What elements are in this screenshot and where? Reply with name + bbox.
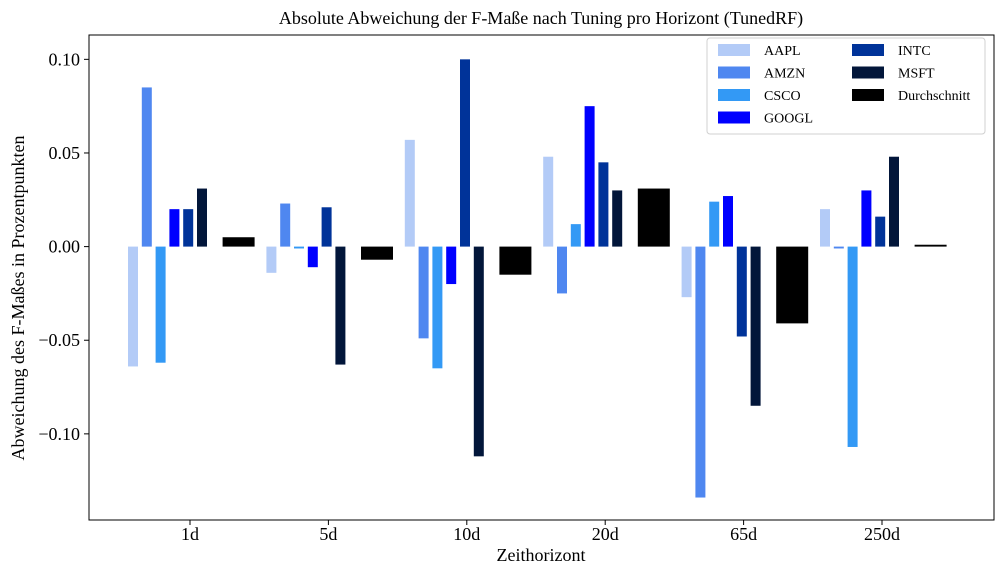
bar-csco-5d bbox=[294, 246, 304, 249]
bar-googl-250d bbox=[861, 190, 872, 247]
bar-intc-65d bbox=[736, 246, 747, 337]
bar-durchschnitt-20d bbox=[637, 188, 670, 247]
bar-amzn-10d bbox=[418, 246, 429, 339]
x-tick-label: 1d bbox=[181, 524, 199, 544]
bar-amzn-250d bbox=[833, 246, 844, 249]
bar-intc-5d bbox=[321, 207, 332, 247]
legend-label-msft: MSFT bbox=[898, 67, 935, 82]
bars-group bbox=[128, 59, 947, 498]
legend-box bbox=[706, 37, 986, 135]
bar-csco-20d bbox=[570, 224, 581, 247]
legend-swatch-msft bbox=[852, 66, 884, 79]
chart-title: Absolute Abweichung der F-Maße nach Tuni… bbox=[279, 8, 803, 29]
legend-label-intc: INTC bbox=[898, 44, 931, 59]
legend-swatch-intc bbox=[852, 44, 884, 56]
bar-durchschnitt-1d bbox=[222, 237, 255, 247]
legend-swatch-aapl bbox=[718, 44, 750, 56]
legend-label-durchschnitt: Durchschnitt bbox=[898, 89, 970, 104]
bar-durchschnitt-250d bbox=[914, 244, 947, 247]
bar-intc-1d bbox=[183, 209, 194, 247]
legend: AAPL AMZN CSCO GOOGL INTC MSFT Durchschnitt bbox=[706, 37, 986, 135]
bar-msft-1d bbox=[197, 188, 207, 247]
y-tick-label: 0.00 bbox=[49, 237, 81, 257]
bar-aapl-10d bbox=[404, 139, 415, 247]
bar-csco-10d bbox=[432, 246, 443, 369]
legend-swatch-durchschnitt bbox=[852, 89, 884, 101]
x-ticks-group: 1d 5d 10d 20d 65d 250d bbox=[181, 520, 900, 544]
bar-intc-250d bbox=[875, 216, 886, 247]
legend-swatch-googl bbox=[718, 111, 750, 124]
plot-frame bbox=[88, 34, 995, 521]
bar-amzn-1d bbox=[141, 87, 152, 247]
bar-googl-20d bbox=[584, 106, 595, 247]
y-tick-label: 0.05 bbox=[49, 143, 81, 163]
y-tick-label: 0.10 bbox=[49, 49, 81, 69]
x-tick-label: 10d bbox=[453, 524, 480, 544]
y-tick-label: −0.05 bbox=[38, 330, 80, 350]
bar-aapl-65d bbox=[681, 246, 692, 298]
legend-label-aapl: AAPL bbox=[764, 44, 801, 59]
bar-googl-1d bbox=[169, 209, 180, 247]
bar-intc-20d bbox=[598, 162, 609, 247]
bar-durchschnitt-65d bbox=[776, 246, 809, 324]
y-ticks-group: −0.10 −0.05 0.00 0.05 0.10 bbox=[38, 49, 89, 444]
bar-msft-65d bbox=[750, 246, 761, 406]
x-tick-label: 5d bbox=[319, 524, 337, 544]
legend-label-csco: CSCO bbox=[764, 89, 801, 104]
bar-googl-10d bbox=[446, 246, 457, 285]
bar-durchschnitt-10d bbox=[499, 246, 532, 275]
bar-msft-250d bbox=[889, 156, 899, 247]
bar-amzn-65d bbox=[695, 246, 706, 498]
bar-aapl-5d bbox=[266, 246, 277, 273]
x-tick-label: 250d bbox=[864, 524, 900, 544]
bar-googl-65d bbox=[723, 196, 733, 247]
bar-aapl-250d bbox=[820, 209, 830, 247]
legend-label-googl: GOOGL bbox=[764, 112, 813, 127]
bar-aapl-1d bbox=[128, 246, 138, 367]
y-axis-label: Abweichung des F-Maßes in Prozentpunkten bbox=[8, 136, 28, 461]
x-tick-label: 65d bbox=[730, 524, 757, 544]
x-tick-label: 20d bbox=[592, 524, 619, 544]
bar-amzn-20d bbox=[557, 246, 567, 294]
bar-googl-5d bbox=[307, 246, 318, 268]
legend-swatch-csco bbox=[718, 89, 750, 101]
bar-csco-1d bbox=[155, 246, 166, 363]
bar-durchschnitt-5d bbox=[361, 246, 393, 260]
bar-csco-250d bbox=[847, 246, 858, 447]
bar-amzn-5d bbox=[280, 203, 291, 247]
bar-intc-10d bbox=[460, 59, 470, 247]
legend-swatch-amzn bbox=[718, 66, 750, 79]
legend-label-amzn: AMZN bbox=[764, 67, 805, 82]
x-axis-label: Zeithorizont bbox=[497, 545, 586, 565]
bar-msft-5d bbox=[335, 246, 346, 365]
y-tick-label: −0.10 bbox=[38, 424, 80, 444]
bar-msft-20d bbox=[612, 190, 623, 247]
bar-csco-65d bbox=[709, 201, 720, 247]
bar-aapl-20d bbox=[543, 156, 554, 247]
bar-msft-10d bbox=[473, 246, 484, 457]
